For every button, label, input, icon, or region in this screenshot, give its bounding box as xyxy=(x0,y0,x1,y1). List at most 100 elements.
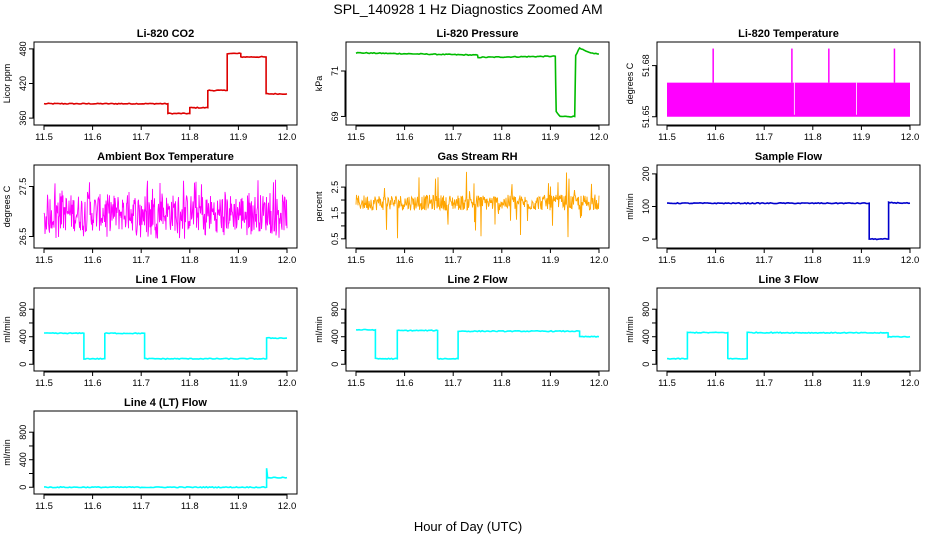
x-tick-label: 11.5 xyxy=(35,132,53,143)
x-tick-label: 11.5 xyxy=(347,132,365,143)
x-tick-label: 11.9 xyxy=(230,501,248,512)
panel-title: Li-820 Temperature xyxy=(738,28,839,40)
x-tick-label: 12.0 xyxy=(278,501,297,512)
x-tick-label: 11.5 xyxy=(35,255,53,266)
x-tick-label: 11.7 xyxy=(444,378,462,389)
x-tick-label: 11.9 xyxy=(853,132,871,143)
chart-panel-2: Li-820 Pressure 11.5 11.6 11.7 11.8 11.9 12.0 6… xyxy=(314,28,610,143)
series-line xyxy=(355,171,600,239)
x-tick-label: 11.5 xyxy=(347,378,365,389)
y-tick-label: 400 xyxy=(641,329,651,344)
y-tick-label: 0 xyxy=(641,237,651,242)
x-tick-label: 11.7 xyxy=(755,255,773,266)
panel-title: Line 3 Flow xyxy=(759,274,819,286)
chart-panel-8: Line 2 Flow 11.5 11.6 11.7 11.8 11.9 12.0 0 400 8… xyxy=(314,274,610,389)
x-tick-label: 11.8 xyxy=(181,132,199,143)
plot-frame xyxy=(33,41,298,126)
x-tick-label: 11.8 xyxy=(181,255,199,266)
x-tick-label: 11.6 xyxy=(396,132,414,143)
x-tick-label: 11.7 xyxy=(132,501,150,512)
chart-panel-7: Line 1 Flow 11.5 11.6 11.7 11.8 11.9 12.0 0 400 8… xyxy=(2,274,298,389)
x-tick-label: 11.7 xyxy=(444,132,462,143)
y-axis-label: Licor ppm xyxy=(2,64,12,104)
panel-title: Line 4 (LT) Flow xyxy=(124,397,207,409)
chart-panel-10: Line 4 (LT) Flow 11.5 11.6 11.7 11.8 11.9 12.0… xyxy=(2,397,298,512)
x-tick-label: 11.8 xyxy=(493,378,511,389)
x-tick-label: 11.7 xyxy=(132,378,150,389)
x-tick-label: 11.5 xyxy=(347,255,365,266)
x-tick-label: 11.7 xyxy=(755,378,773,389)
chart-panels: Li-820 CO2 11.5 11.6 11.7 11.8 11.9 12.0 360 420… xyxy=(2,28,921,512)
chart-panel-4: Ambient Box Temperature 11.5 11.6 11.7 11.8 1… xyxy=(2,151,298,266)
x-tick-label: 11.9 xyxy=(230,378,248,389)
x-tick-label: 11.6 xyxy=(396,255,414,266)
y-tick-label: 800 xyxy=(18,425,28,440)
plot-frame xyxy=(656,41,921,126)
x-tick-label: 11.8 xyxy=(804,378,822,389)
y-tick-label: 800 xyxy=(641,302,651,317)
plot-frame xyxy=(345,287,610,372)
x-tick-label: 11.5 xyxy=(658,378,676,389)
x-tick-label: 12.0 xyxy=(590,378,609,389)
plot-frame xyxy=(345,164,610,249)
y-axis-label: kPa xyxy=(314,76,324,92)
figure-title: SPL_140928 1 Hz Diagnostics Zoomed AM xyxy=(333,1,602,17)
x-tick-label: 11.6 xyxy=(707,378,725,389)
x-tick-label: 11.7 xyxy=(444,255,462,266)
y-axis-label: ml/min xyxy=(2,439,12,466)
x-tick-label: 11.5 xyxy=(35,378,53,389)
x-tick-label: 11.9 xyxy=(542,378,560,389)
y-tick-label: 400 xyxy=(18,452,28,467)
x-tick-label: 11.6 xyxy=(84,132,102,143)
x-tick-label: 12.0 xyxy=(278,255,297,266)
y-tick-label: 360 xyxy=(18,111,28,126)
series-line xyxy=(355,46,600,118)
y-tick-label: 69 xyxy=(330,111,340,121)
x-tick-label: 11.6 xyxy=(707,132,725,143)
series-line xyxy=(44,331,288,361)
x-tick-label: 11.9 xyxy=(542,255,560,266)
panel-title: Line 1 Flow xyxy=(136,274,196,286)
chart-panel-3: Li-820 Temperature 11.5 11.6 11.7 11.8 11.9 12… xyxy=(625,28,921,143)
y-axis-label: ml/min xyxy=(625,193,635,220)
panel-title: Sample Flow xyxy=(755,151,823,163)
series-line xyxy=(355,328,600,361)
series-line xyxy=(667,201,911,241)
plot-frame xyxy=(33,287,298,372)
y-tick-label: 51.65 xyxy=(641,105,651,128)
x-tick-label: 11.9 xyxy=(230,255,248,266)
plot-frame xyxy=(33,410,298,495)
y-tick-label: 0 xyxy=(641,362,651,367)
plot-frame xyxy=(656,287,921,372)
y-tick-label: 26.5 xyxy=(18,228,28,246)
x-tick-label: 11.9 xyxy=(853,378,871,389)
y-tick-label: 800 xyxy=(18,302,28,317)
x-tick-label: 11.8 xyxy=(804,132,822,143)
x-tick-label: 11.5 xyxy=(35,501,53,512)
chart-panel-6: Sample Flow 11.5 11.6 11.7 11.8 11.9 12.0 0 100 2… xyxy=(625,151,921,266)
x-tick-label: 11.8 xyxy=(804,255,822,266)
chart-panel-5: Gas Stream RH 11.5 11.6 11.7 11.8 11.9 12.0 0.5… xyxy=(314,151,610,266)
y-tick-label: 0 xyxy=(18,362,28,367)
y-axis-label: degrees C xyxy=(2,185,12,227)
x-tick-label: 12.0 xyxy=(278,378,297,389)
x-tick-label: 12.0 xyxy=(278,132,297,143)
y-tick-label: 51.68 xyxy=(641,54,651,77)
y-axis-label: degrees C xyxy=(625,62,635,104)
chart-panel-9: Line 3 Flow 11.5 11.6 11.7 11.8 11.9 12.0 0 400 8… xyxy=(625,274,921,389)
y-tick-label: 0 xyxy=(18,485,28,490)
y-tick-label: 2.5 xyxy=(330,181,340,194)
x-tick-label: 11.6 xyxy=(707,255,725,266)
x-tick-label: 11.7 xyxy=(755,132,773,143)
x-tick-label: 11.9 xyxy=(230,132,248,143)
series-line xyxy=(44,468,288,489)
x-tick-label: 11.7 xyxy=(132,132,150,143)
y-tick-label: 0.5 xyxy=(330,233,340,246)
y-tick-label: 100 xyxy=(641,199,651,214)
x-tick-label: 11.7 xyxy=(132,255,150,266)
chart-panel-1: Li-820 CO2 11.5 11.6 11.7 11.8 11.9 12.0 360 420… xyxy=(2,28,298,143)
y-axis-label: percent xyxy=(314,191,324,222)
y-tick-label: 400 xyxy=(330,329,340,344)
x-tick-label: 11.8 xyxy=(181,501,199,512)
